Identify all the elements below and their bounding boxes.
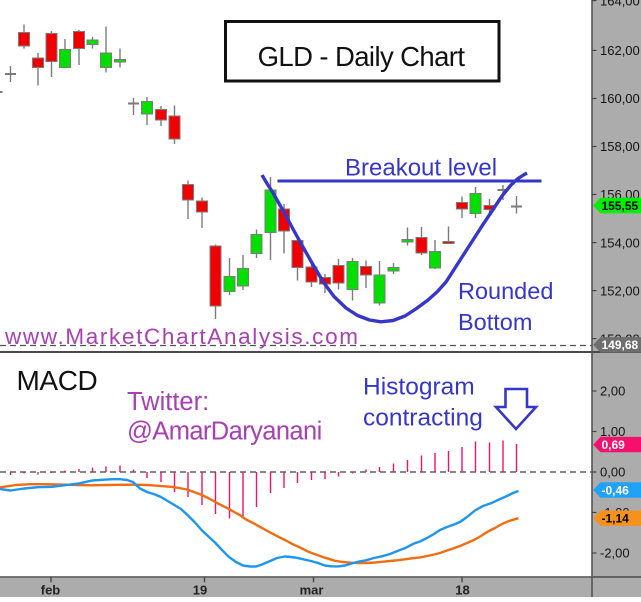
svg-text:Histogram: Histogram (363, 374, 475, 401)
svg-text:149,68: 149,68 (602, 338, 639, 352)
svg-text:154,00: 154,00 (600, 235, 640, 250)
svg-text:contracting: contracting (363, 405, 483, 432)
svg-text:mar: mar (300, 583, 324, 598)
svg-text:164,00: 164,00 (600, 0, 640, 8)
svg-text:162,00: 162,00 (600, 43, 640, 58)
svg-text:19: 19 (193, 583, 207, 598)
svg-text:www.MarketChartAnalysis.com: www.MarketChartAnalysis.com (4, 324, 360, 349)
svg-text:160,00: 160,00 (600, 91, 640, 106)
svg-text:158,00: 158,00 (600, 139, 640, 154)
svg-text:MACD: MACD (17, 365, 98, 396)
svg-text:152,00: 152,00 (600, 283, 640, 298)
svg-text:0,00: 0,00 (600, 465, 625, 480)
svg-text:Rounded: Rounded (458, 278, 553, 304)
svg-text:2,00: 2,00 (600, 384, 625, 399)
svg-text:-2,00: -2,00 (600, 546, 630, 561)
svg-text:18: 18 (455, 583, 469, 598)
svg-text:Twitter:: Twitter: (127, 388, 209, 416)
svg-text:155,55: 155,55 (602, 199, 639, 213)
svg-text:@AmarDaryanani: @AmarDaryanani (127, 418, 322, 446)
svg-text:Bottom: Bottom (458, 309, 532, 335)
svg-text:GLD - Daily Chart: GLD - Daily Chart (258, 41, 466, 72)
svg-text:0,69: 0,69 (602, 438, 626, 452)
svg-text:Breakout level: Breakout level (345, 155, 497, 182)
svg-text:-1,14: -1,14 (602, 512, 630, 526)
svg-text:-0,46: -0,46 (602, 483, 630, 497)
svg-text:feb: feb (41, 583, 61, 598)
